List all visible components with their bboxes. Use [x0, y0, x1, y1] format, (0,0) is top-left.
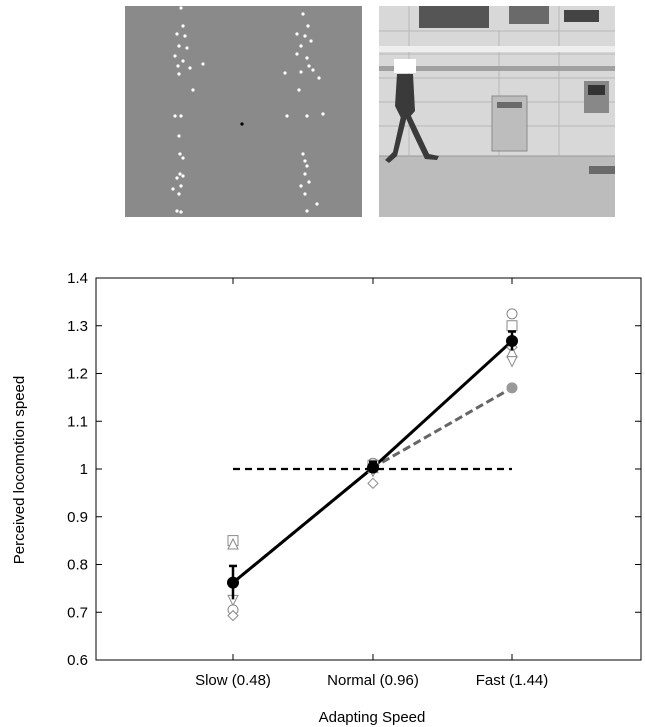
light-dot — [181, 59, 185, 63]
light-dot — [171, 187, 175, 191]
light-dot — [309, 39, 313, 43]
light-dot — [303, 192, 307, 196]
light-dot — [177, 72, 181, 76]
point-light-dots — [171, 6, 325, 214]
light-dot — [317, 76, 321, 80]
light-dot — [305, 209, 309, 213]
y-tick-label: 0.8 — [67, 557, 88, 574]
light-dot — [179, 6, 183, 10]
light-dot — [303, 159, 307, 163]
x-tick-label: Normal (0.96) — [327, 672, 419, 689]
point-light-stimulus — [125, 6, 362, 217]
light-dot — [173, 54, 177, 58]
series-point-gray — [506, 382, 518, 394]
light-dot — [175, 209, 179, 213]
y-tick-label: 1.1 — [67, 413, 88, 430]
light-dot — [179, 114, 183, 118]
subject-point-diamond — [367, 477, 379, 490]
light-dot — [306, 24, 310, 28]
light-dot — [177, 44, 181, 48]
light-dot — [285, 114, 289, 118]
series-point-mean — [227, 576, 239, 589]
light-dot — [299, 44, 303, 48]
light-dot — [181, 24, 185, 28]
mean-points — [227, 330, 518, 600]
subject-point-triangle-down — [506, 356, 518, 368]
light-dot — [307, 180, 311, 184]
speed-adaptation-chart: 0.6 0.7 0.8 0.9 1 1.1 1.2 1.3 1.4 Slow (0.48) Nor… — [11, 270, 642, 726]
y-tick-label: 1.4 — [67, 270, 88, 287]
x-tick-label: Fast (1.44) — [476, 672, 549, 689]
light-dot — [176, 64, 180, 68]
light-dot — [175, 32, 179, 36]
subject-point-triangle-up — [227, 537, 239, 550]
light-dot — [188, 66, 192, 70]
y-tick-label: 1 — [80, 461, 88, 478]
light-dot — [283, 71, 287, 75]
light-dot — [301, 12, 305, 16]
light-dot — [303, 34, 307, 38]
light-dot — [299, 70, 303, 74]
light-dot — [201, 62, 205, 66]
light-dot — [307, 64, 311, 68]
light-dot — [185, 46, 189, 50]
light-dot — [177, 192, 181, 196]
light-dot — [179, 210, 183, 214]
x-axis-ticks: Slow (0.48) Normal (0.96) Fast (1.44) — [195, 278, 548, 689]
light-dot — [299, 184, 303, 188]
walker-photo — [379, 6, 615, 217]
light-dot — [303, 172, 307, 176]
light-dot — [183, 34, 187, 38]
x-axis-label: Adapting Speed — [319, 709, 426, 726]
light-dot — [297, 88, 301, 92]
light-dot — [177, 134, 181, 138]
light-dot — [191, 88, 195, 92]
light-dot — [181, 174, 185, 178]
x-tick-label: Slow (0.48) — [195, 672, 271, 689]
light-dot — [179, 184, 183, 188]
light-dot — [301, 152, 305, 156]
light-dot — [311, 68, 315, 72]
light-dot — [295, 52, 299, 56]
light-dot — [178, 172, 182, 176]
y-tick-label: 1.2 — [67, 366, 88, 383]
y-tick-label: 0.6 — [67, 652, 88, 669]
light-dot — [321, 112, 325, 116]
series-point-mean — [367, 461, 379, 474]
light-dot — [305, 114, 309, 118]
fixation-dot — [240, 122, 244, 126]
series-point-mean — [506, 335, 518, 348]
y-axis-label: Perceived locomotion speed — [11, 376, 28, 564]
light-dot — [175, 176, 179, 180]
walking-person-photo — [379, 6, 615, 217]
y-tick-label: 0.7 — [67, 604, 88, 621]
light-dot — [181, 156, 185, 160]
light-dot — [315, 202, 319, 206]
light-dot — [305, 164, 309, 168]
light-dot — [295, 32, 299, 36]
subject-point-diamond — [227, 609, 239, 622]
light-dot — [178, 152, 182, 156]
y-tick-label: 1.3 — [67, 318, 88, 335]
light-dot — [305, 56, 309, 60]
y-axis-ticks: 0.6 0.7 0.8 0.9 1 1.1 1.2 1.3 1.4 — [67, 270, 641, 669]
light-dot — [173, 114, 177, 118]
subject-point-circle — [506, 308, 518, 320]
y-tick-label: 0.9 — [67, 509, 88, 526]
subject-point-square — [506, 320, 518, 332]
